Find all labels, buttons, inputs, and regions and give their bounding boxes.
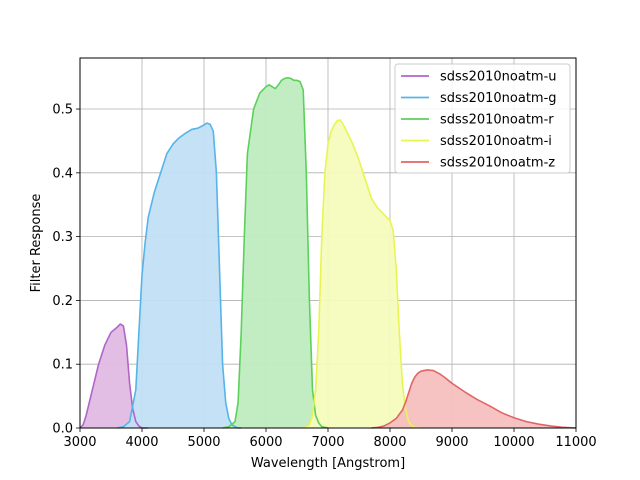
legend-label: sdss2010noatm-i: [440, 134, 552, 149]
x-tick-label: 10000: [493, 435, 534, 450]
sdss2010noatm-i-fill: [303, 119, 421, 428]
legend-frame: [394, 63, 571, 174]
y-tick-label: 0.5: [52, 103, 73, 118]
series-fills: [80, 77, 576, 428]
y-axis-label: Filter Response: [29, 194, 44, 293]
sdss2010noatm-g-fill: [117, 123, 242, 428]
y-tick-label: 0.1: [52, 358, 73, 373]
x-tick-label: 3000: [63, 435, 96, 450]
x-tick-label: 4000: [125, 435, 158, 450]
legend-label: sdss2010noatm-g: [440, 91, 557, 106]
legend: sdss2010noatm-u sdss2010noatm-g sdss2010no…: [394, 63, 571, 174]
legend-label: sdss2010noatm-r: [440, 113, 554, 128]
x-axis-label: Wavelength [Angstrom]: [251, 456, 405, 471]
x-tick-label: 11000: [555, 435, 596, 450]
y-tick-label: 0.4: [52, 166, 73, 181]
y-tick-label: 0.2: [52, 294, 73, 309]
x-tick-label: 7000: [311, 435, 344, 450]
sdss2010noatm-r-line: [222, 76, 329, 429]
y-tick-label: 0.3: [52, 230, 73, 245]
legend-label: sdss2010noatm-u: [440, 70, 557, 85]
x-tick-label: 8000: [373, 435, 406, 450]
x-tick-label: 5000: [187, 435, 220, 450]
sdss2010noatm-i-line: [302, 119, 422, 429]
sdss2010noatm-z-line: [371, 369, 577, 429]
axis-ticks: 3000 4000 5000 6000 7000 8000 9000 10000 11000 0.…: [52, 103, 596, 450]
y-tick-label: 0.0: [52, 422, 73, 437]
sdss2010noatm-z-fill: [371, 369, 576, 428]
sdss2010noatm-r-fill: [222, 77, 328, 428]
x-tick-label: 6000: [249, 435, 282, 450]
series-lines: [79, 76, 577, 429]
sdss2010noatm-g-line: [117, 122, 242, 429]
legend-items: sdss2010noatm-u sdss2010noatm-g sdss2010no…: [401, 70, 557, 171]
legend-label: sdss2010noatm-z: [440, 156, 555, 171]
sdss2010noatm-u-line: [79, 323, 149, 429]
x-tick-label: 9000: [435, 435, 468, 450]
